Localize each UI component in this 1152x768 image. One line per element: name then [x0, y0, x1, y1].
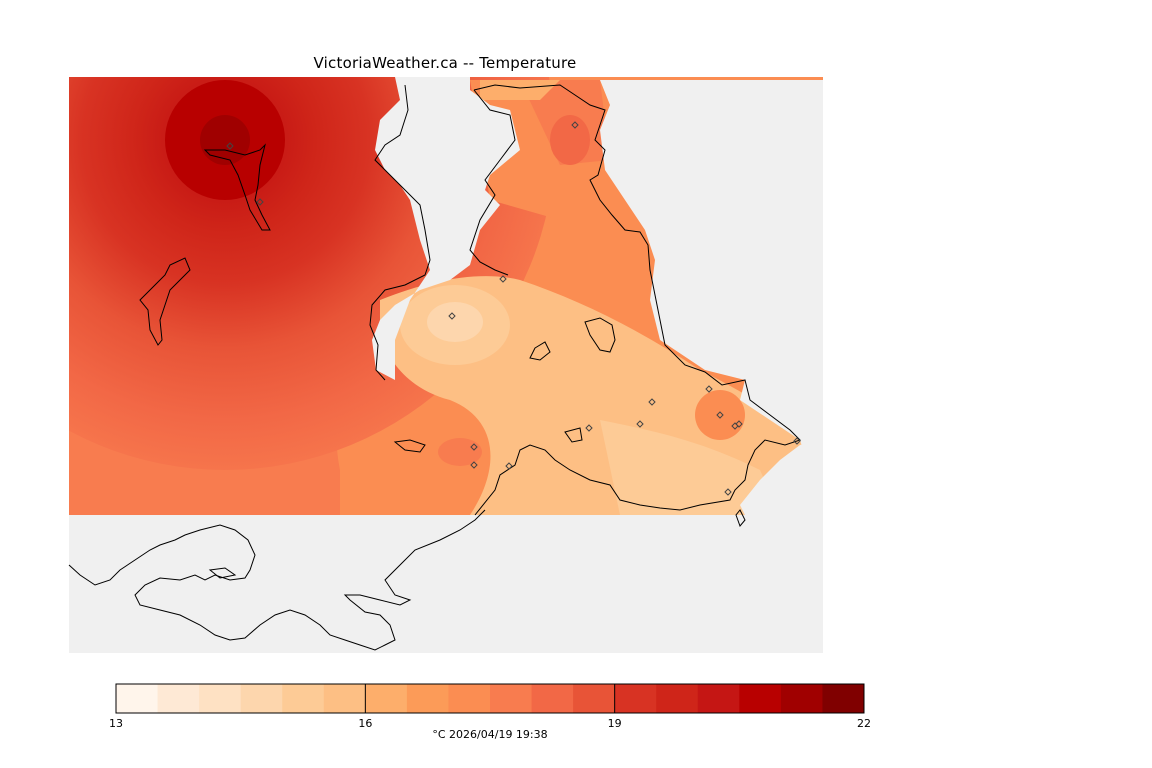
colorbar-tick-label: 13	[109, 717, 123, 730]
colorbar-swatch	[573, 684, 616, 713]
colorbar-swatch	[822, 684, 865, 713]
colorbar-swatch	[365, 684, 408, 713]
diamond-icon	[585, 424, 593, 432]
map-title: VictoriaWeather.ca -- Temperature	[313, 54, 577, 72]
colorbar-swatch	[780, 684, 823, 713]
diamond-icon	[470, 443, 478, 451]
diamond-icon	[648, 398, 656, 406]
colorbar	[115, 683, 865, 714]
diamond-icon	[705, 385, 713, 393]
diamond-icon	[470, 461, 478, 469]
diamond-icon	[735, 420, 743, 428]
colorbar-swatch	[739, 684, 782, 713]
diamond-icon	[636, 420, 644, 428]
diamond-icon	[793, 437, 801, 445]
colorbar-swatch	[323, 684, 366, 713]
colorbar-swatch	[199, 684, 242, 713]
diamond-icon	[724, 488, 732, 496]
colorbar-swatch	[614, 684, 657, 713]
diamond-icon	[505, 462, 513, 470]
units-label: °C 2026/04/19 19:38	[432, 728, 548, 741]
diamond-icon	[226, 142, 234, 150]
colorbar-swatch	[406, 684, 449, 713]
colorbar-swatch	[240, 684, 283, 713]
colorbar-swatch	[656, 684, 699, 713]
diamond-icon	[499, 275, 507, 283]
colorbar-tick-label: 19	[607, 717, 622, 730]
diamond-icon	[571, 121, 579, 129]
diamond-icon	[716, 411, 724, 419]
colorbar-swatch	[490, 684, 533, 713]
diamond-icon	[448, 312, 456, 320]
colorbar-tick-label: 16	[358, 717, 373, 730]
station-markers	[226, 121, 801, 496]
colorbar-swatch	[116, 684, 159, 713]
water-areas	[69, 77, 823, 653]
diamond-icon	[256, 198, 264, 206]
colorbar-swatch	[282, 684, 325, 713]
colorbar-swatch	[157, 684, 200, 713]
coastlines	[68, 84, 801, 651]
colorbar-tick-label: 22	[857, 717, 871, 730]
colorbar-swatch	[697, 684, 740, 713]
colorbar-swatch	[531, 684, 574, 713]
colorbar-swatch	[448, 684, 491, 713]
